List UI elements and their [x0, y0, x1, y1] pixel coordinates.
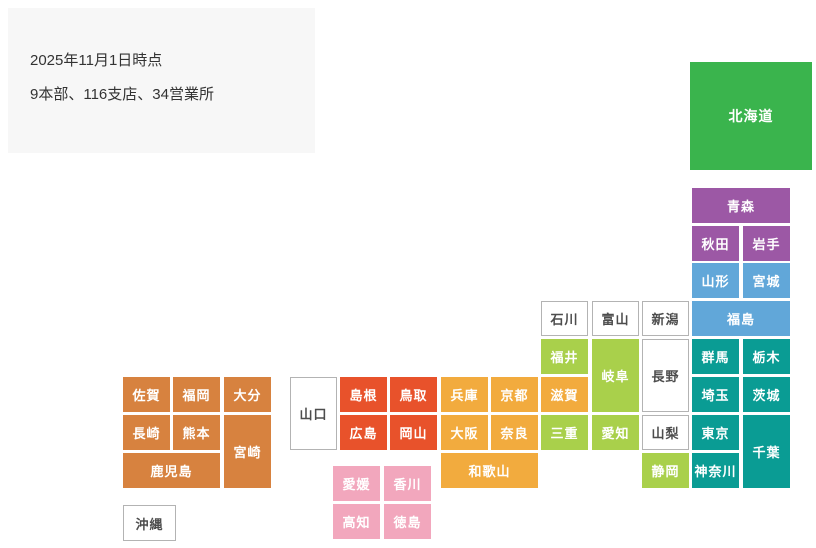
tile-ishikawa: 石川 — [541, 301, 588, 336]
tile-aomori: 青森 — [692, 188, 790, 223]
tile-hyogo: 兵庫 — [441, 377, 488, 412]
tile-yamagata: 山形 — [692, 263, 739, 298]
info-counts-line: 9本部、116支店、34営業所 — [30, 86, 214, 103]
tile-tokushima: 徳島 — [384, 504, 431, 539]
tile-iwate: 岩手 — [743, 226, 790, 261]
tile-kanagawa: 神奈川 — [692, 453, 739, 488]
tile-saga: 佐賀 — [123, 377, 170, 412]
tile-yamanashi: 山梨 — [642, 415, 689, 450]
info-box: 2025年11月1日時点 9本部、116支店、34営業所 — [8, 8, 315, 153]
info-date-line: 2025年11月1日時点 — [30, 52, 163, 69]
tile-hokkaido: 北海道 — [690, 62, 812, 170]
tile-miyazaki: 宮崎 — [224, 415, 271, 488]
tile-nara: 奈良 — [491, 415, 538, 450]
tile-fukushima: 福島 — [692, 301, 790, 336]
tile-oita: 大分 — [224, 377, 271, 412]
tile-fukui: 福井 — [541, 339, 588, 374]
tile-ibaraki: 茨城 — [743, 377, 790, 412]
tile-shimane: 島根 — [340, 377, 387, 412]
tile-saitama: 埼玉 — [692, 377, 739, 412]
tile-okayama: 岡山 — [390, 415, 437, 450]
tile-okinawa: 沖縄 — [123, 505, 176, 541]
tile-kagoshima: 鹿児島 — [123, 453, 220, 488]
tile-nagasaki: 長崎 — [123, 415, 170, 450]
tile-kyoto: 京都 — [491, 377, 538, 412]
tile-aichi: 愛知 — [592, 415, 639, 450]
tile-kochi: 高知 — [333, 504, 380, 539]
tile-toyama: 富山 — [592, 301, 639, 336]
tile-osaka: 大阪 — [441, 415, 488, 450]
tile-fukuoka: 福岡 — [173, 377, 220, 412]
tile-gunma: 群馬 — [692, 339, 739, 374]
tile-wakayama: 和歌山 — [441, 453, 538, 488]
tile-tochigi: 栃木 — [743, 339, 790, 374]
tile-kagawa: 香川 — [384, 466, 431, 501]
tile-mie: 三重 — [541, 415, 588, 450]
tile-nagano: 長野 — [642, 339, 689, 412]
tile-shiga: 滋賀 — [541, 377, 588, 412]
tile-kumamoto: 熊本 — [173, 415, 220, 450]
tile-ehime: 愛媛 — [333, 466, 380, 501]
tile-tokyo: 東京 — [692, 415, 739, 450]
tile-shizuoka: 静岡 — [642, 453, 689, 488]
tile-tottori: 鳥取 — [390, 377, 437, 412]
tile-niigata: 新潟 — [642, 301, 689, 336]
tile-akita: 秋田 — [692, 226, 739, 261]
tile-gifu: 岐阜 — [592, 339, 639, 412]
tile-hiroshima: 広島 — [340, 415, 387, 450]
tile-miyagi: 宮城 — [743, 263, 790, 298]
tile-chiba: 千葉 — [743, 415, 790, 488]
tile-yamaguchi: 山口 — [290, 377, 337, 450]
